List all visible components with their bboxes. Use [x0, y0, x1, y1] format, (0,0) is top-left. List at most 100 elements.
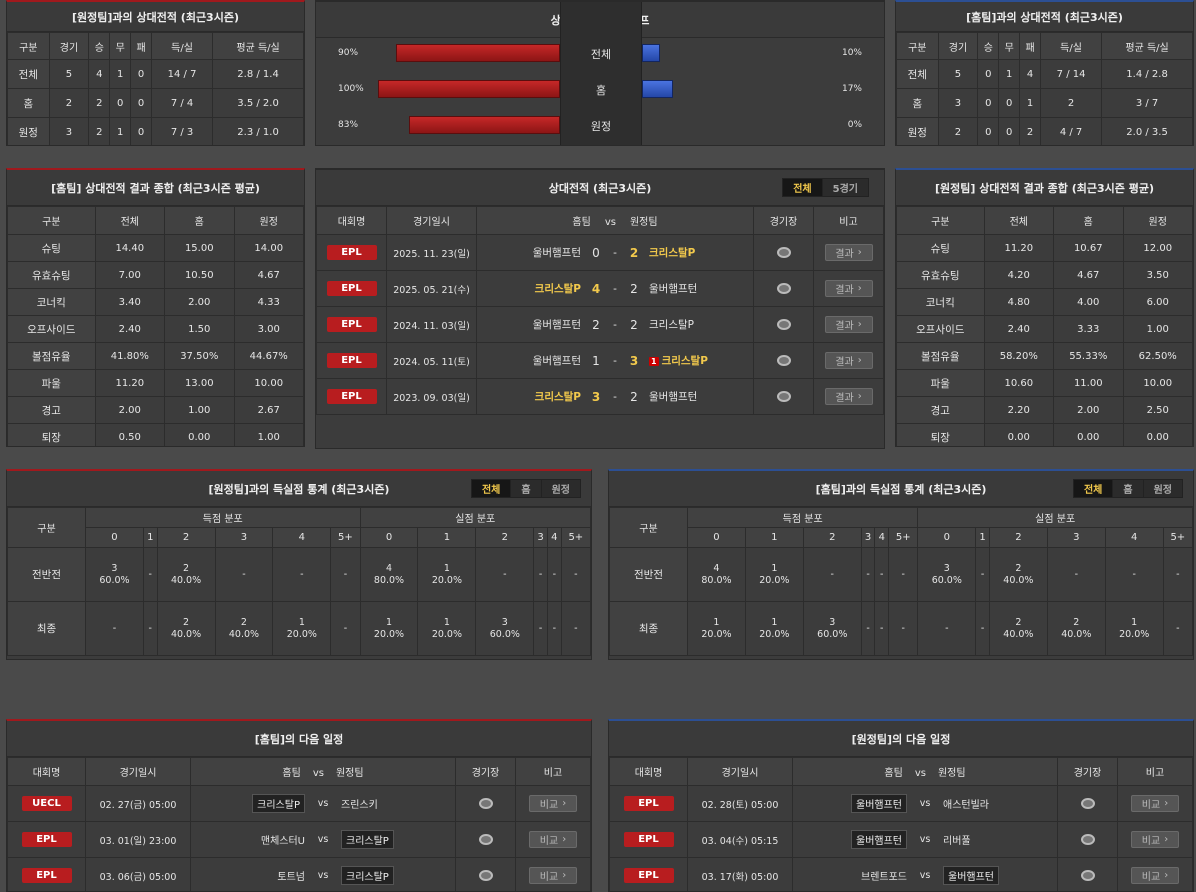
row-label: 전반전	[609, 547, 688, 602]
away-team: 리버풀	[943, 836, 971, 847]
dist-count: 3	[943, 562, 950, 574]
note-cell: 결과 ›	[813, 378, 884, 415]
bin-header: 4	[1104, 527, 1164, 548]
stat-cell: 1.00	[1122, 315, 1193, 343]
toggle-option[interactable]: 5경기	[832, 184, 858, 195]
toggle-option[interactable]: 원정	[1153, 485, 1172, 496]
note-cell: 비교 ›	[1117, 785, 1193, 822]
goals-dist-table: 구분 득점 분포 실점 분포 0 1 2 3 4 5+ 0 1 2 3 4 5+ 전반전 3 60.0% -2 40.…	[7, 507, 591, 656]
stat-cell: 4.00	[1053, 288, 1124, 316]
score-line: 크리스탈P 4-2 울버햄프턴	[477, 281, 753, 296]
dist-count: -	[901, 622, 905, 634]
stat-cell: 2.40	[94, 315, 166, 343]
bin-header: 5+	[560, 527, 591, 548]
stat-cell: 0	[977, 117, 1000, 145]
stat-cell: 0	[109, 88, 132, 118]
toggle-option[interactable]: 원정	[551, 485, 570, 496]
stadium-icon[interactable]	[478, 797, 493, 809]
dist-count: -	[980, 622, 985, 634]
chevron-right-icon: ›	[562, 870, 567, 881]
dist-pct: 60.0%	[931, 574, 962, 586]
stadium-icon[interactable]	[776, 283, 791, 294]
dist-pct: 80.0%	[701, 574, 732, 586]
away-score: 2	[629, 245, 639, 260]
stadium-icon[interactable]	[1080, 833, 1095, 845]
stadium-icon[interactable]	[478, 833, 493, 845]
table-row: 파울 11.20 13.00 10.00	[7, 369, 304, 397]
stadium-icon[interactable]	[1080, 869, 1095, 881]
date-cell: 03. 01(일) 23:00	[85, 821, 191, 858]
compare-button[interactable]: 비교 ›	[529, 795, 577, 812]
dist-count: 2	[183, 616, 190, 628]
column-header: 경기일시	[687, 757, 793, 786]
league-cell: UECL	[7, 785, 86, 822]
home-team: 크리스탈P	[534, 283, 581, 295]
away-team-name: 크리스탈P	[649, 247, 696, 259]
stat-cell: 0	[130, 59, 153, 89]
dist-pct: 20.0%	[431, 574, 462, 586]
date-cell: 2025. 11. 23(일)	[386, 234, 477, 271]
stats-table: 구분 전체 홈 원정 슈팅 14.40 15.00 14.00 유효슈팅 7.00 10.50 4.6…	[7, 206, 304, 446]
compare-button[interactable]: 비교 ›	[1131, 795, 1179, 812]
stat-cell: 12.00	[1122, 234, 1193, 262]
stadium-icon[interactable]	[776, 319, 791, 330]
result-button[interactable]: 결과 ›	[824, 280, 873, 297]
dist-count: 1	[1131, 616, 1138, 628]
stat-cell: 2.0 / 3.5	[1101, 117, 1193, 145]
stadium-icon[interactable]	[776, 391, 791, 402]
vs-text: vs	[317, 870, 329, 881]
home-team: 크리스탈P	[534, 391, 581, 403]
result-button[interactable]: 결과 ›	[824, 388, 873, 405]
row-label: 볼점유율	[896, 342, 985, 370]
away-score: 3	[629, 353, 639, 368]
dist-count: 3	[501, 616, 508, 628]
toggle-option[interactable]: 전체	[471, 480, 512, 497]
bin-header: 5+	[888, 527, 919, 548]
league-badge: EPL	[21, 868, 72, 883]
stat-cell: 10.67	[1053, 234, 1124, 262]
header-row: 대회명 경기일시 홈팀 vs 원정팀 경기장 비고	[7, 757, 591, 786]
score-dash: -	[613, 246, 617, 259]
toggle-option[interactable]: 전체	[1073, 480, 1114, 497]
compare-button[interactable]: 비교 ›	[1131, 867, 1179, 884]
toggle-option[interactable]: 홈	[511, 480, 542, 497]
row-label: 전반전	[7, 547, 86, 602]
compare-button[interactable]: 비교 ›	[529, 867, 577, 884]
scored-group-header: 득점 분포	[686, 507, 919, 528]
compare-button[interactable]: 비교 ›	[529, 831, 577, 848]
chevron-right-icon: ›	[1164, 834, 1169, 845]
dist-cell: 1 20.0%	[1104, 601, 1164, 656]
stadium-icon[interactable]	[1080, 797, 1095, 809]
panel-title: [홈팀]과의 상대전적 (최근3시즌)	[896, 2, 1193, 32]
stat-cell: 0	[130, 88, 153, 118]
result-button[interactable]: 결과 ›	[824, 352, 873, 369]
table-row: 경고 2.00 1.00 2.67	[7, 396, 304, 424]
dist-cell: -	[330, 547, 361, 602]
dist-pct: 20.0%	[759, 574, 790, 586]
row-label: 오프사이드	[896, 315, 985, 343]
result-button[interactable]: 결과 ›	[824, 244, 873, 261]
stat-cell: 0	[977, 88, 1000, 118]
stadium-cell	[753, 378, 814, 415]
toggle-option[interactable]: 전체	[783, 179, 823, 196]
league-badge: EPL	[326, 281, 377, 296]
stadium-icon[interactable]	[776, 247, 791, 258]
dist-count: 1	[298, 616, 305, 628]
result-button[interactable]: 결과 ›	[824, 316, 873, 333]
toggle-option[interactable]: 홈	[1113, 480, 1144, 497]
dist-count: 1	[713, 616, 720, 628]
stadium-icon[interactable]	[776, 355, 791, 366]
compare-button[interactable]: 비교 ›	[1131, 831, 1179, 848]
schedule-row: EPL 03. 06(금) 05:00 토트넘 vs 크리스탈P 비교 ›	[7, 857, 591, 891]
bin-header: 4	[272, 527, 332, 548]
bin-header: 2	[802, 527, 862, 548]
table-row: 파울 10.60 11.00 10.00	[896, 369, 1193, 397]
date-cell: 02. 28(토) 05:00	[687, 785, 793, 822]
dist-cell: 1 20.0%	[744, 601, 804, 656]
league-cell: EPL	[609, 821, 688, 858]
stadium-cell	[1057, 821, 1118, 858]
stadium-icon[interactable]	[478, 869, 493, 881]
dist-cell: 2 40.0%	[988, 601, 1048, 656]
bin-header: 4	[874, 527, 890, 548]
